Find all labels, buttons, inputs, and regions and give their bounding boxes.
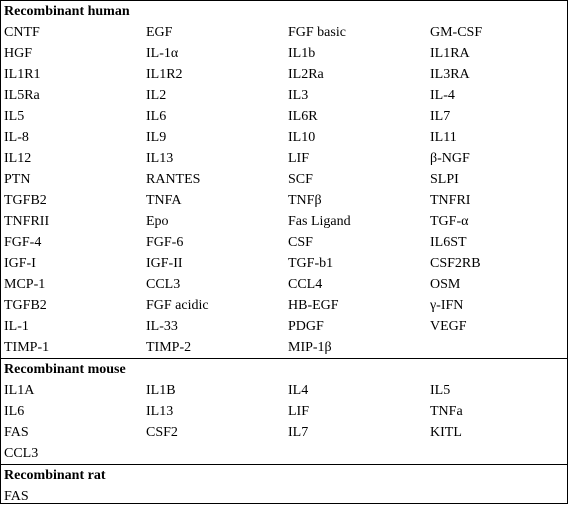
section-recombinant-human: Recombinant human CNTF EGF FGF basic GM-CSF…	[1, 1, 567, 359]
grid-cell: IL1b	[288, 46, 316, 61]
grid-cell: TNFRII	[4, 214, 50, 229]
grid-cell: IL13	[146, 404, 174, 419]
grid-cell: TGFB2	[4, 193, 47, 208]
grid-cell: CSF2	[146, 425, 178, 440]
grid-cell: VEGF	[430, 319, 467, 334]
grid-cell	[285, 486, 427, 507]
grid-cell: TGFB2	[4, 298, 47, 313]
grid-cell: IL13	[146, 151, 174, 166]
grid-cell: CSF2RB	[430, 256, 481, 271]
grid-cell: IL7	[430, 109, 451, 124]
grid-cell: γ-IFN	[430, 298, 464, 313]
grid-cell: IL1R2	[146, 67, 183, 82]
grid-cell: IL1A	[4, 383, 35, 398]
grid-cell	[427, 486, 567, 507]
grid-cell: CCL3	[146, 277, 181, 292]
grid-cell: FGF-6	[146, 235, 184, 250]
grid-cell: EGF	[146, 25, 173, 40]
grid-cell: IL6R	[288, 109, 318, 124]
grid-cell: IL1R1	[4, 67, 41, 82]
grid-cell	[427, 337, 567, 358]
grid-cell: IL2	[146, 88, 167, 103]
grid-cell: IL-33	[146, 319, 178, 334]
grid-cell: TNFA	[146, 193, 182, 208]
grid-cell: MIP-1β	[288, 340, 332, 355]
grid-cell: RANTES	[146, 172, 201, 187]
grid-cell	[143, 486, 285, 507]
grid-cell: SCF	[288, 172, 313, 187]
section-title: Recombinant mouse	[4, 362, 126, 377]
grid-cell: LIF	[288, 404, 309, 419]
grid-cell: IL6	[4, 404, 25, 419]
grid-cell: IL6ST	[430, 235, 467, 250]
grid-cell	[427, 443, 567, 464]
grid-cell: TIMP-2	[146, 340, 192, 355]
grid-cell: FGF acidic	[146, 298, 209, 313]
grid-cell: IL6	[146, 109, 167, 124]
grid-cell: IL-1α	[146, 46, 179, 61]
grid-cell: IL-8	[4, 130, 29, 145]
grid-cell: HGF	[4, 46, 33, 61]
grid-cell: CCL3	[4, 446, 39, 461]
item-grid: IL1A IL1B IL4 IL5 IL6 IL13 LIF TNFa FAS CSF2 IL7 KI…	[1, 380, 567, 464]
grid-cell: FAS	[4, 489, 29, 504]
grid-cell: FGF basic	[288, 25, 346, 40]
grid-cell: Fas Ligand	[288, 214, 351, 229]
grid-cell: IL10	[288, 130, 316, 145]
section-title: Recombinant human	[4, 4, 130, 19]
grid-cell: IL-4	[430, 88, 455, 103]
grid-cell: TNFa	[430, 404, 463, 419]
item-grid: FAS	[1, 486, 567, 507]
grid-cell: IL5	[430, 383, 451, 398]
grid-cell: MCP-1	[4, 277, 46, 292]
grid-cell: PDGF	[288, 319, 324, 334]
item-grid: CNTF EGF FGF basic GM-CSF HGF IL-1α IL1b IL1RA I…	[1, 22, 567, 358]
grid-cell: IL3RA	[430, 67, 470, 82]
grid-cell: IL3	[288, 88, 309, 103]
grid-cell: KITL	[430, 425, 462, 440]
grid-cell: IGF-I	[4, 256, 36, 271]
grid-cell: IL4	[288, 383, 309, 398]
grid-cell: IL11	[430, 130, 457, 145]
grid-cell: IGF-II	[146, 256, 183, 271]
grid-cell: FAS	[4, 425, 29, 440]
grid-cell: FGF-4	[4, 235, 42, 250]
grid-cell: OSM	[430, 277, 461, 292]
grid-cell: CSF	[288, 235, 313, 250]
grid-cell: TNFRI	[430, 193, 471, 208]
grid-cell: Epo	[146, 214, 169, 229]
grid-cell	[143, 443, 285, 464]
grid-cell: TIMP-1	[4, 340, 50, 355]
grid-cell: GM-CSF	[430, 25, 483, 40]
grid-cell: CNTF	[4, 25, 40, 40]
grid-cell: β-NGF	[430, 151, 470, 166]
grid-cell: IL9	[146, 130, 167, 145]
grid-cell: CCL4	[288, 277, 323, 292]
grid-cell: IL1RA	[430, 46, 470, 61]
grid-cell: TGF-α	[430, 214, 469, 229]
grid-cell: IL12	[4, 151, 32, 166]
grid-cell: HB-EGF	[288, 298, 339, 313]
grid-cell: LIF	[288, 151, 309, 166]
grid-cell: SLPI	[430, 172, 459, 187]
grid-cell: IL7	[288, 425, 309, 440]
grid-cell: IL-1	[4, 319, 29, 334]
grid-cell: IL5	[4, 109, 25, 124]
section-title: Recombinant rat	[4, 468, 106, 483]
grid-cell: IL2Ra	[288, 67, 324, 82]
grid-cell: TNFβ	[288, 193, 322, 208]
grid-cell: TGF-b1	[288, 256, 334, 271]
grid-cell: IL5Ra	[4, 88, 40, 103]
grid-cell: PTN	[4, 172, 31, 187]
grid-cell	[285, 443, 427, 464]
section-recombinant-rat: Recombinant rat FAS	[1, 465, 567, 507]
section-recombinant-mouse: Recombinant mouse IL1A IL1B IL4 IL5 IL6 IL13 L…	[1, 359, 567, 465]
grid-cell: IL1B	[146, 383, 176, 398]
